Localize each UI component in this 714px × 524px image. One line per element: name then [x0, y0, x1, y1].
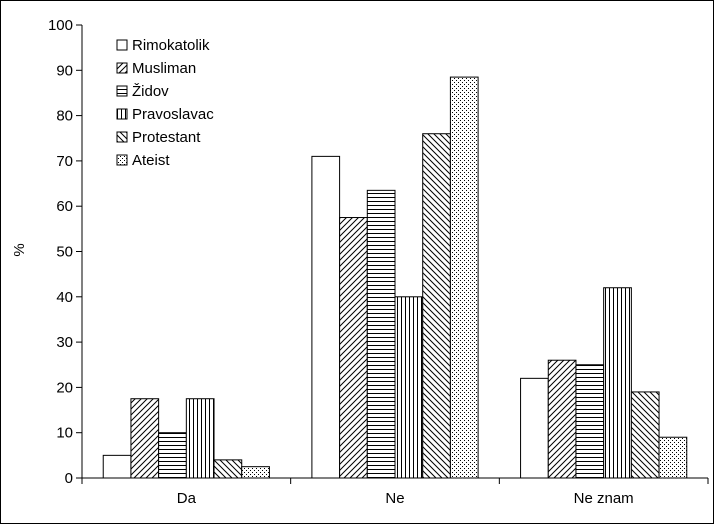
x-tick-label: Ne znam — [574, 490, 634, 507]
y-axis-label: % — [11, 243, 28, 256]
bar — [241, 466, 270, 479]
bar — [366, 189, 396, 479]
y-tick-label: 0 — [65, 470, 73, 487]
bar — [213, 459, 243, 479]
bar — [520, 377, 549, 479]
legend-swatch — [116, 131, 128, 143]
x-tick-label: Da — [177, 490, 197, 507]
bar — [394, 296, 424, 479]
bar — [449, 76, 479, 479]
legend-swatch — [116, 108, 128, 120]
bar — [130, 398, 160, 479]
y-tick-label: 100 — [48, 17, 73, 34]
bar — [158, 432, 187, 479]
bar — [603, 287, 632, 479]
y-tick-label: 80 — [56, 108, 73, 125]
y-tick-label: 20 — [56, 379, 73, 396]
y-tick-label: 30 — [56, 334, 73, 351]
y-tick-label: 90 — [56, 62, 73, 79]
bars-group — [102, 76, 688, 479]
bar — [422, 133, 451, 479]
legend: Rimokatolik Musliman Židov Pravoslavac Prote… — [116, 37, 214, 169]
bar — [658, 436, 688, 479]
legend-swatch — [116, 85, 128, 97]
legend-label: Ateist — [132, 152, 170, 169]
bar — [185, 398, 215, 479]
legend-label: Rimokatolik — [132, 37, 210, 54]
legend-label: Musliman — [132, 60, 196, 77]
bar — [102, 454, 132, 479]
bar — [575, 364, 605, 479]
x-axis: Da Ne Ne znam — [81, 477, 709, 507]
y-tick-label: 60 — [56, 198, 73, 215]
x-tick-label: Ne — [385, 490, 404, 507]
legend-label: Pravoslavac — [132, 106, 214, 123]
y-axis: 0 10 20 30 40 50 60 70 80 90 100 — [48, 17, 83, 487]
legend-swatch — [116, 62, 128, 74]
legend-swatch — [116, 39, 128, 51]
bar — [630, 391, 660, 479]
y-tick-label: 40 — [56, 289, 73, 306]
legend-label: Protestant — [132, 129, 201, 146]
bar — [547, 359, 577, 479]
legend-swatch — [116, 154, 128, 166]
y-tick-label: 50 — [56, 244, 73, 261]
legend-label: Židov — [132, 83, 169, 100]
y-tick-label: 10 — [56, 425, 73, 442]
y-tick-label: 70 — [56, 153, 73, 170]
bar — [339, 217, 368, 479]
bar — [311, 155, 341, 479]
